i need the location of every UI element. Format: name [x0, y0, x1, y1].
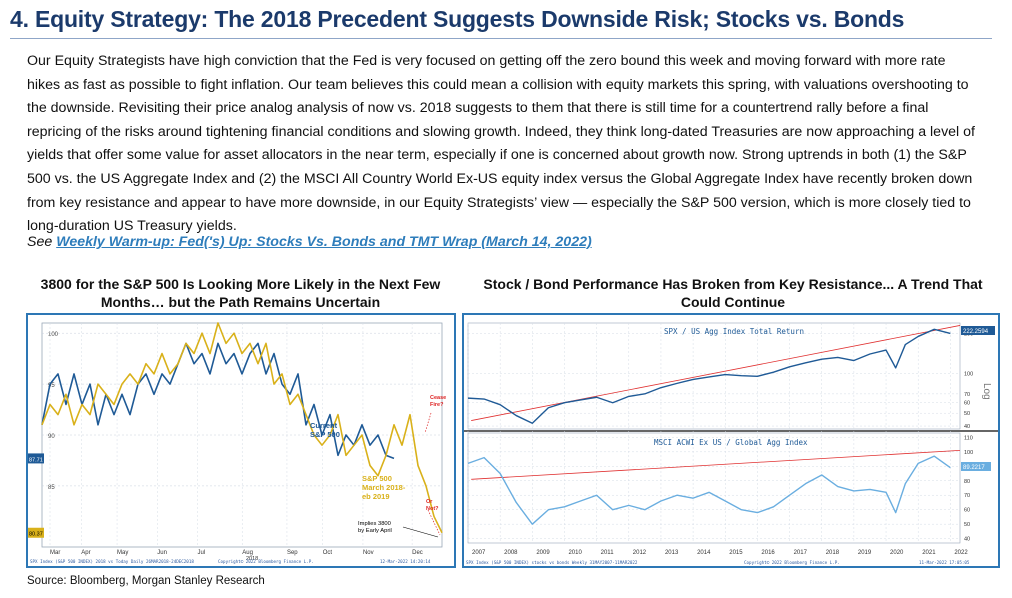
top-plot-area [467, 322, 961, 430]
left-footer-left: SPX Index (S&P 500 INDEX) 2018 vs Today … [30, 559, 194, 564]
right-chart-svg: 2007 2008 2009 2010 2011 2012 2013 2014 2015 2016… [464, 322, 998, 565]
annotation-implies-line: by Early April [358, 528, 392, 534]
left-x-tick-label: Nov [363, 550, 374, 556]
badge-current-label: 87.71 [29, 457, 43, 463]
bottom-resistance-line [471, 449, 961, 480]
left-x-tick-label: Mar [50, 550, 60, 556]
left-y-tick-label: 100 [48, 332, 59, 338]
annotation-implies-3800: Implies 3800 by Early April [358, 521, 392, 534]
top-badge-label: 222.2594 [963, 329, 989, 335]
left-chart-panel: 100 95 90 85 Mar Apr May Jun Jul Aug Sep Oct Nov Dec 2… [26, 313, 456, 568]
left-x-tick-label: May [117, 550, 128, 556]
annotation-cease-fire-line: Cease [430, 395, 446, 401]
bottom-badge-label: 89.2217 [963, 465, 985, 471]
badge-analog-label: 80.37 [29, 532, 43, 538]
left-x-tick-label: Oct [323, 550, 333, 556]
top-badge [961, 326, 995, 335]
annotation-or-not: Or Not? [426, 499, 439, 512]
right-x-tick-label: 2010 [568, 550, 582, 556]
right-x-tick-label: 2016 [761, 550, 775, 556]
right-chart-panel: 2007 2008 2009 2010 2011 2012 2013 2014 2015 2016… [462, 313, 1000, 568]
annotation-analog-line: S&P 500 [362, 474, 392, 483]
left-x-tick-label: Jul [198, 550, 206, 556]
right-x-tick-label: 2007 [472, 550, 486, 556]
implies-arrow [402, 526, 439, 538]
right-footer-mid: Copyright© 2022 Bloomberg Finance L.P. [744, 560, 840, 565]
annotation-analog: S&P 500 March 2018- eb 2019 [362, 474, 407, 501]
left-x-tick-label: Sep [287, 550, 298, 556]
right-x-tick-label: 2022 [954, 550, 968, 556]
left-x-tick-label: Jun [157, 550, 167, 556]
left-x-tick-label: Aug [242, 550, 253, 556]
bottom-y-tick-label: 110 [964, 435, 973, 441]
weekly-warmup-link[interactable]: Weekly Warm-up: Fed('s) Up: Stocks Vs. B… [56, 234, 592, 250]
annotation-analog-line: eb 2019 [362, 492, 390, 501]
bottom-plot-area [467, 432, 961, 544]
annotation-cease-fire: Cease Fire? [430, 395, 446, 408]
right-footer-left: SPX Index (S&P 500 INDEX) stocks vs bond… [466, 560, 638, 565]
annotation-implies-line: Implies 3800 [358, 521, 391, 527]
right-x-tick-label: 2014 [697, 550, 711, 556]
spx-agg-line [467, 328, 951, 424]
see-prefix: See [27, 234, 57, 250]
top-panel-title: SPX / US Agg Index Total Return [664, 327, 804, 336]
cease-fire-arrow [424, 412, 432, 434]
right-x-tick-label: 2017 [794, 550, 808, 556]
source-note: Source: Bloomberg, Morgan Stanley Resear… [27, 575, 265, 587]
annotation-analog-line: March 2018- [362, 483, 407, 492]
top-y-tick-label: 70 [964, 392, 970, 398]
bottom-y-tick-label: 100 [964, 450, 973, 456]
left-chart-svg: 100 95 90 85 Mar Apr May Jun Jul Aug Sep Oct Nov Dec 2… [28, 322, 446, 564]
annotation-or-not-line: Or [426, 499, 433, 505]
right-chart-title: Stock / Bond Performance Has Broken from… [483, 276, 983, 310]
body-paragraph: Our Equity Strategists have high convict… [27, 53, 975, 235]
top-y-tick-label: 100 [964, 371, 973, 377]
bottom-badge [961, 462, 991, 471]
left-footer-right: 12-Mar-2022 14:20:14 [380, 559, 431, 564]
bottom-y-tick-label: 80 [964, 479, 970, 485]
right-x-tick-label: 2012 [633, 550, 647, 556]
bottom-panel-title: MSCI ACWI Ex US / Global Agg Index [654, 438, 808, 447]
badge-current [28, 453, 44, 464]
right-x-tick-label: 2021 [922, 550, 936, 556]
annotation-or-not-line: Not? [426, 506, 439, 512]
left-x-tick-label: Dec [412, 550, 423, 556]
current-sp500-line [41, 342, 395, 460]
left-x-tick-label: Apr [81, 550, 90, 556]
left-y-tick-label: 90 [48, 434, 55, 440]
left-footer-mid: Copyright© 2022 Bloomberg Finance L.P. [218, 559, 314, 564]
title-divider [10, 38, 992, 39]
see-also-line: See Weekly Warm-up: Fed('s) Up: Stocks V… [27, 234, 592, 250]
top-y-tick-label: 50 [964, 411, 970, 417]
bottom-y-tick-label: 40 [964, 537, 970, 543]
annotation-cease-fire-line: Fire? [430, 402, 444, 408]
right-x-tick-label: 2020 [890, 550, 904, 556]
right-x-tick-label: 2019 [858, 550, 872, 556]
bottom-y-tick-label: 50 [964, 522, 970, 528]
right-x-tick-label: 2015 [729, 550, 743, 556]
bottom-y-tick-label: 60 [964, 508, 970, 514]
right-x-tick-label: 2009 [536, 550, 550, 556]
right-x-tick-label: 2011 [601, 550, 615, 556]
annotation-current: Current S&P 500 [310, 421, 340, 439]
annotation-current-line: S&P 500 [310, 430, 340, 439]
log-scale-label: Log [981, 383, 992, 400]
sp500-2018-line [41, 322, 443, 534]
badge-analog [28, 527, 44, 538]
left-x-sub-label: 2018 [246, 556, 258, 562]
right-x-tick-label: 2018 [826, 550, 840, 556]
right-x-tick-label: 2008 [504, 550, 518, 556]
right-x-tick-label: 2013 [665, 550, 679, 556]
acwi-agg-line [467, 455, 951, 525]
top-y-tick-label: 60 [964, 401, 970, 407]
section-title: 4. Equity Strategy: The 2018 Precedent S… [10, 6, 905, 32]
right-footer-right: 11-Mar-2022 17:05:05 [919, 560, 970, 565]
left-y-tick-label: 85 [48, 485, 55, 491]
annotation-current-line: Current [310, 421, 338, 430]
left-chart-title: 3800 for the S&P 500 Is Looking More Lik… [40, 276, 441, 310]
top-resistance-line [471, 325, 961, 421]
top-y-tick-label: 40 [964, 424, 970, 430]
left-y-tick-label: 95 [48, 383, 55, 389]
bottom-y-tick-label: 70 [964, 493, 970, 499]
